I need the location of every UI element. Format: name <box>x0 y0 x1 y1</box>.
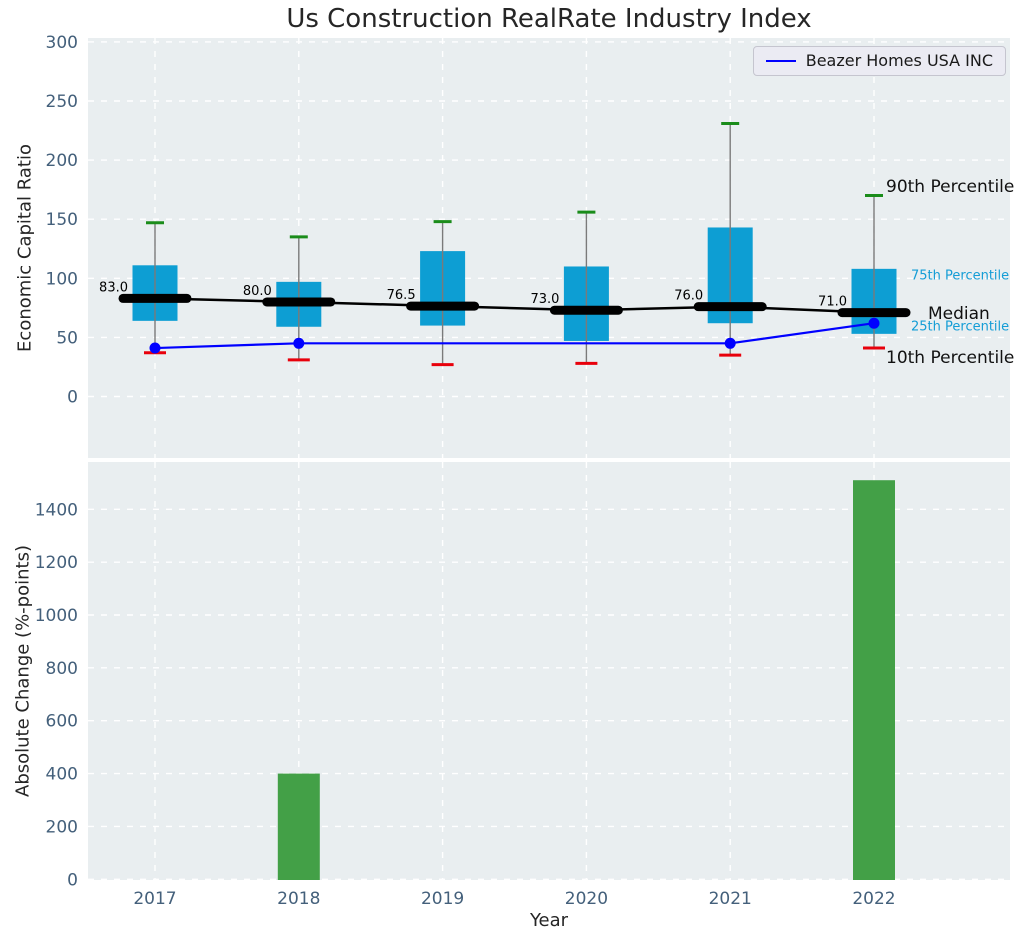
bottom-ytick-label: 1200 <box>35 553 78 573</box>
bottom-ytick-label: 800 <box>46 659 78 679</box>
median-label: Median <box>928 304 990 324</box>
company-marker <box>149 342 161 354</box>
median-value-annotation: 83.0 <box>99 280 128 295</box>
legend: Beazer Homes USA INC <box>752 46 1006 76</box>
top-ytick-label: 200 <box>46 151 78 171</box>
bottom-ytick-label: 1000 <box>35 606 78 626</box>
xtick-label: 2019 <box>421 889 464 909</box>
company-line <box>154 322 875 350</box>
xtick-label: 2021 <box>709 889 752 909</box>
p75-percentile-label: 75th Percentile <box>911 268 1010 284</box>
bottom-ytick-label: 200 <box>46 817 78 837</box>
change-bar <box>277 773 320 880</box>
change-bar <box>853 480 895 880</box>
bottom-ytick-label: 0 <box>67 870 78 890</box>
top-ytick-label: 0 <box>67 388 78 408</box>
xtick-label: 2017 <box>133 889 176 909</box>
median-value-annotation: 71.0 <box>818 295 847 310</box>
top-ytick-label: 100 <box>46 269 78 289</box>
xtick-label: 2022 <box>852 889 895 909</box>
median-value-annotation: 76.0 <box>674 289 703 304</box>
xtick-label: 2020 <box>565 889 608 909</box>
p10-percentile-label: 10th Percentile <box>886 348 1015 368</box>
top-plot-area <box>88 38 1010 458</box>
chart-title: Us Construction RealRate Industry Index <box>286 4 812 34</box>
legend-line-sample <box>765 59 796 62</box>
xtick-label: 2018 <box>277 889 320 909</box>
top-y-axis-label: Economic Capital Ratio <box>14 144 36 352</box>
company-marker <box>293 337 305 349</box>
company-marker <box>868 317 880 329</box>
bottom-y-axis-label: Absolute Change (%-points) <box>12 545 34 797</box>
median-value-annotation: 80.0 <box>243 284 272 299</box>
company-marker <box>724 337 736 349</box>
median-value-annotation: 76.5 <box>387 288 416 303</box>
x-axis-label: Year <box>529 910 569 931</box>
bottom-ytick-label: 1400 <box>35 500 78 520</box>
top-ytick-label: 50 <box>56 328 78 348</box>
median-value-annotation: 73.0 <box>530 292 559 307</box>
p90-percentile-label: 90th Percentile <box>886 177 1015 197</box>
bottom-ytick-label: 400 <box>46 765 78 785</box>
p25-percentile-label: 25th Percentile <box>911 319 1010 335</box>
legend-label: Beazer Homes USA INC <box>805 51 993 70</box>
top-ytick-label: 300 <box>46 33 78 53</box>
top-ytick-label: 250 <box>46 92 78 112</box>
bottom-ytick-label: 600 <box>46 712 78 732</box>
top-ytick-label: 150 <box>46 210 78 230</box>
